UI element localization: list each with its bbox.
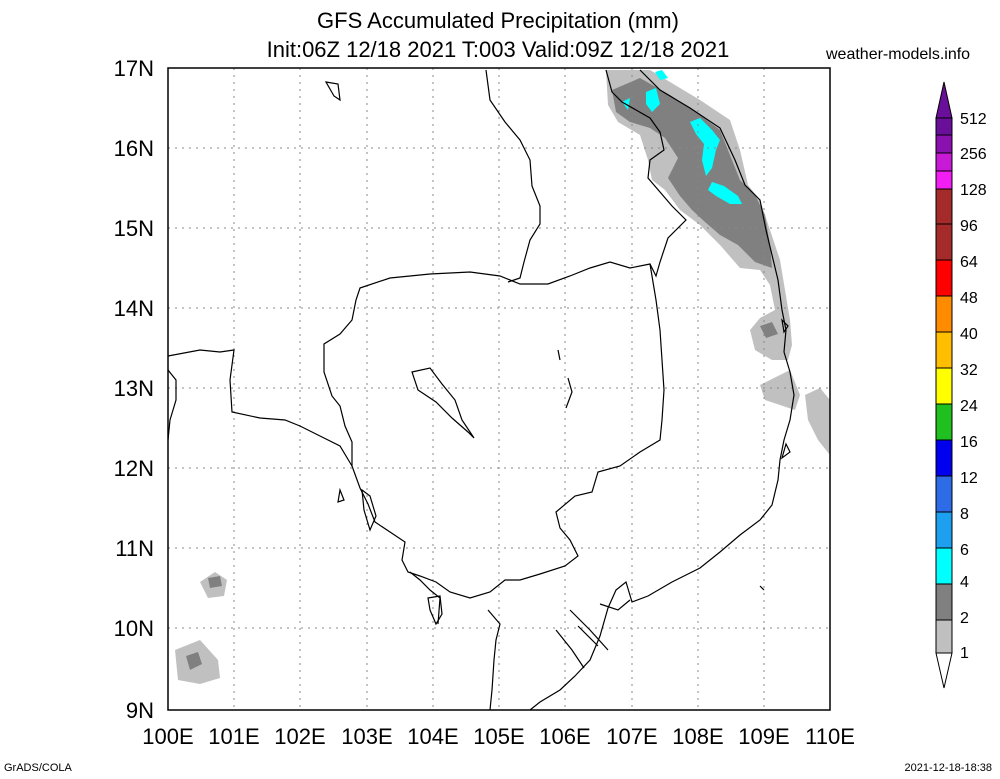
legend-swatch — [935, 403, 953, 441]
lon-label: 110E — [805, 724, 855, 749]
legend-swatch — [935, 152, 953, 172]
island-koh-kong — [361, 488, 377, 532]
lon-axis: 100E 101E 102E 103E 104E 105E 106E 107E … — [142, 724, 855, 749]
legend-label: 256 — [960, 146, 987, 163]
coastline-west — [167, 369, 177, 441]
legend-swatch — [935, 295, 953, 333]
legend-swatch — [935, 134, 953, 154]
lon-label: 109E — [738, 724, 789, 749]
precip-area-cyan-2 — [655, 70, 668, 80]
legend-label: 24 — [960, 398, 978, 415]
lat-label: 10N — [114, 616, 154, 641]
lat-label: 11N — [115, 536, 154, 561]
map-frame — [167, 67, 831, 711]
legend-swatch — [935, 170, 953, 190]
precip-area-light-3 — [805, 388, 830, 455]
boundaries — [167, 69, 795, 711]
footer-credit: GrADS/COLA — [4, 762, 72, 774]
legend-swatch — [935, 511, 953, 549]
legend-swatch — [935, 547, 953, 585]
lon-label: 108E — [672, 724, 723, 749]
precip-area-dark — [612, 78, 772, 268]
legend-swatch — [935, 117, 953, 136]
map-subtitle: Init:06Z 12/18 2021 T:003 Valid:09Z 12/1… — [266, 37, 730, 62]
legend-label: 8 — [960, 506, 969, 523]
border-mekong-north — [485, 69, 541, 283]
legend-swatch — [935, 475, 953, 513]
lon-label: 102E — [274, 724, 325, 749]
legend — [935, 81, 953, 689]
lon-label: 107E — [606, 724, 657, 749]
legend-label: 1 — [960, 645, 969, 662]
precip-area-dark-3 — [208, 576, 222, 588]
delta-channels — [555, 599, 631, 669]
island-con-son — [759, 585, 765, 591]
legend-swatch — [935, 188, 953, 225]
legend-cap-top — [935, 81, 953, 119]
lon-label: 106E — [539, 724, 590, 749]
legend-label: 16 — [960, 434, 978, 451]
legend-label: 128 — [960, 182, 987, 199]
coastline-east — [529, 69, 795, 711]
map-title: GFS Accumulated Precipitation (mm) — [317, 8, 679, 33]
border-cambodia — [323, 261, 665, 599]
legend-label: 40 — [960, 326, 978, 343]
legend-label: 2 — [960, 610, 969, 627]
legend-label: 96 — [960, 218, 978, 235]
lon-label: 105E — [473, 724, 524, 749]
legend-label: 64 — [960, 254, 978, 271]
precip-area-cyan — [646, 88, 660, 112]
legend-labels: 512 256 128 96 64 48 40 32 24 16 12 8 6 … — [960, 111, 987, 662]
legend-cap-bottom — [935, 652, 953, 689]
island-phu-quoc — [427, 595, 443, 626]
coast-vn-small — [780, 318, 791, 460]
legend-label: 48 — [960, 290, 978, 307]
lat-label: 14N — [114, 296, 154, 321]
lat-label: 16N — [114, 136, 154, 161]
lon-label: 104E — [407, 724, 458, 749]
legend-label: 6 — [960, 542, 969, 559]
lon-label: 100E — [142, 724, 193, 749]
lake-north — [324, 81, 341, 102]
coastline-south — [409, 571, 501, 711]
lat-label: 13N — [114, 376, 154, 401]
legend-swatch — [935, 367, 953, 405]
precip-area-light-2 — [760, 370, 800, 410]
legend-swatch — [935, 259, 953, 297]
island-chang — [337, 487, 345, 503]
lat-label: 15N — [114, 216, 154, 241]
precip-shading — [175, 70, 830, 684]
legend-label: 512 — [960, 111, 987, 128]
border-laos-vietnam — [605, 69, 687, 278]
legend-swatch — [935, 439, 953, 477]
lon-label: 101E — [208, 724, 259, 749]
river-mekong — [557, 349, 573, 409]
border-thai-west — [167, 349, 353, 467]
lat-axis: 17N 16N 15N 14N 13N 12N 11N 10N 9N — [114, 56, 154, 723]
lat-label: 17N — [114, 56, 154, 81]
footer-timestamp: 2021-12-18-18:38 — [904, 762, 992, 774]
legend-swatch — [935, 331, 953, 369]
legend-swatch — [935, 619, 953, 654]
lat-label: 12N — [114, 456, 154, 481]
precip-area-cyan-4 — [708, 182, 742, 204]
legend-swatch — [935, 223, 953, 261]
legend-label: 32 — [960, 362, 978, 379]
legend-label: 12 — [960, 470, 978, 487]
lake-tonle-sap — [411, 367, 475, 439]
lon-label: 103E — [341, 724, 392, 749]
site-credit: weather-models.info — [826, 46, 971, 63]
precip-area-dark-4 — [186, 652, 202, 670]
legend-label: 4 — [960, 574, 969, 591]
lat-label: 9N — [126, 698, 154, 723]
legend-swatch — [935, 583, 953, 621]
